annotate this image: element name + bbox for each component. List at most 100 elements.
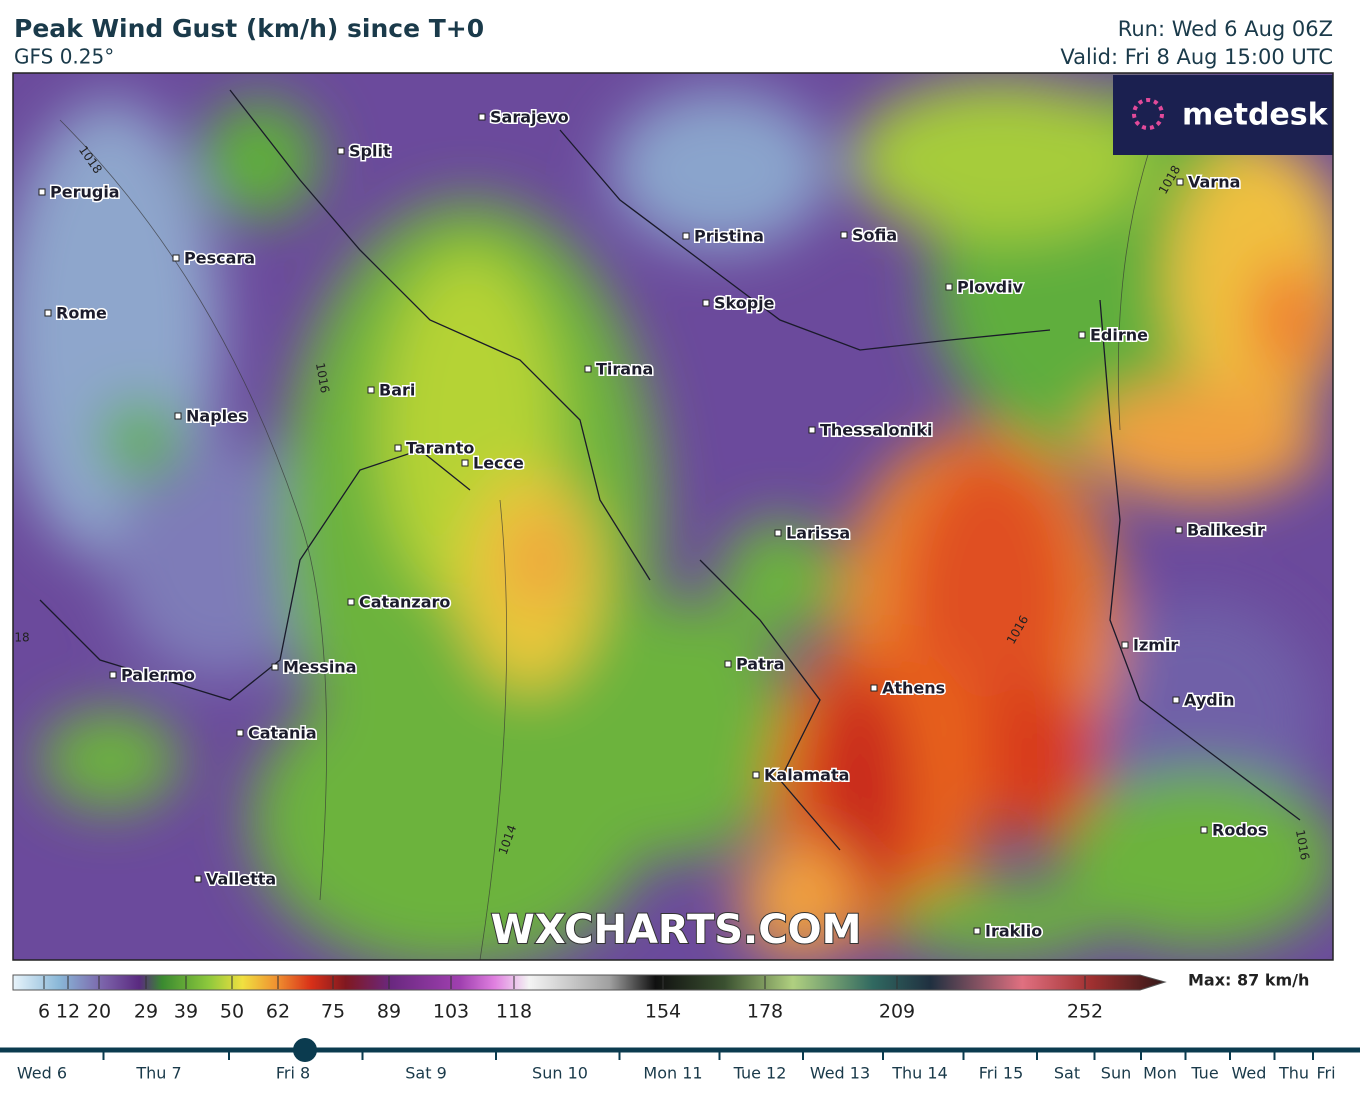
colorbar-tick-label: 6 (38, 1001, 50, 1023)
city-dot (724, 660, 732, 668)
city-dot (337, 147, 345, 155)
city-dot (1121, 641, 1129, 649)
timeline-day[interactable]: Thu (1278, 1064, 1309, 1083)
colorbar-tick-label: 89 (377, 1001, 401, 1023)
city-dot (478, 113, 486, 121)
city-label: Rome (56, 304, 107, 323)
valid: Valid: Fri 8 Aug 15:00 UTC (1060, 45, 1333, 69)
city-dot (194, 875, 202, 883)
city-dot (109, 671, 117, 679)
city-label: Sarajevo (490, 108, 569, 127)
city-dot (808, 426, 816, 434)
colorbar-tick-label: 12 (56, 1001, 80, 1023)
timeline-day[interactable]: Sun (1101, 1064, 1131, 1083)
city-dot (394, 444, 402, 452)
city-dot (367, 386, 375, 394)
timeline-day[interactable]: Tue (1190, 1064, 1218, 1083)
city-label: Aydin (1184, 691, 1235, 710)
timeline-day[interactable]: Fri 8 (276, 1064, 310, 1083)
title: Peak Wind Gust (km/h) since T+0 (14, 14, 484, 43)
timeline-day[interactable]: Mon 11 (643, 1064, 702, 1083)
city-label: Rodos (1212, 821, 1267, 840)
city-label: Kalamata (764, 766, 849, 785)
max-label: Max: 87 km/h (1188, 971, 1309, 990)
city-dot (347, 598, 355, 606)
city-dot (172, 254, 180, 262)
city-label: Perugia (50, 183, 120, 202)
colorbar-tick-label: 252 (1067, 1001, 1103, 1023)
city-dot (973, 927, 981, 935)
run: Run: Wed 6 Aug 06Z (1118, 17, 1333, 41)
city-label: Iraklio (985, 922, 1042, 941)
colorbar (12, 974, 1167, 991)
timeline-days: Wed 6 Thu 7 Fri 8 Sat 9 Sun 10 Mon 11 Tue 12 We… (17, 1052, 1336, 1083)
city-dot (38, 188, 46, 196)
city-label: Valletta (206, 870, 276, 889)
colorbar-tick-label: 178 (747, 1001, 783, 1023)
timeline-day[interactable]: Sat (1054, 1064, 1080, 1083)
timeline-day[interactable]: Thu 7 (135, 1064, 181, 1083)
timeline-day[interactable]: Tue 12 (733, 1064, 787, 1083)
timeline-day[interactable]: Fri (1316, 1064, 1335, 1083)
timeline-day[interactable]: Wed (1232, 1064, 1267, 1083)
city-label: Lecce (473, 454, 524, 473)
colorbar-tick-label: 29 (134, 1001, 158, 1023)
timeline-day[interactable]: Sun 10 (532, 1064, 588, 1083)
city-dot (584, 365, 592, 373)
city-label: Tirana (596, 360, 653, 379)
city-dot (271, 663, 279, 671)
city-label: Larissa (786, 524, 850, 543)
colorbar-tick-label: 209 (879, 1001, 915, 1023)
city-dot (945, 283, 953, 291)
isobar-label: 1016 (1293, 829, 1312, 862)
isobar-label: 1016 (313, 362, 332, 395)
timeline-day[interactable]: Sat 9 (405, 1064, 447, 1083)
city-dot (774, 529, 782, 537)
timeline-day[interactable]: Thu 14 (891, 1064, 948, 1083)
colorbar-tick-label: 118 (496, 1001, 532, 1023)
city-label: Skopje (714, 294, 775, 313)
logo: metdesk (1182, 98, 1329, 133)
city-label: Pescara (184, 249, 255, 268)
timeline-day[interactable]: Mon (1143, 1064, 1177, 1083)
map: metdesk WXCHARTS.COM Sarajevo Split Perugi… (13, 73, 1333, 960)
city-label: Catania (248, 724, 317, 743)
city-dot (840, 231, 848, 239)
city-dot (702, 299, 710, 307)
city-dot (682, 232, 690, 240)
city-label: Balikesir (1187, 521, 1265, 540)
isobar-label: 18 (14, 631, 29, 645)
colorbar-tick-label: 62 (266, 1001, 290, 1023)
city-label: Pristina (694, 227, 764, 246)
city-label: Sofia (852, 226, 897, 245)
city-labels: Sarajevo Split Perugia Pescara Rome Bari Naple… (38, 106, 1269, 942)
timeline-day[interactable]: Fri 15 (979, 1064, 1024, 1083)
colorbar-tick-label: 20 (87, 1001, 111, 1023)
city-dot (1176, 178, 1184, 186)
colorbar-tick-label: 50 (220, 1001, 244, 1023)
colorbar-tick-label: 154 (645, 1001, 681, 1023)
city-label: Bari (379, 381, 415, 400)
city-dot (44, 309, 52, 317)
city-label: Messina (283, 658, 357, 677)
timeline-knob[interactable] (293, 1038, 317, 1062)
city-dot (1172, 696, 1180, 704)
city-dot (236, 729, 244, 737)
city-label: Taranto (406, 439, 474, 458)
model: GFS 0.25° (14, 45, 114, 69)
city-dot (174, 412, 182, 420)
colorbar-ticks: 6 12 20 29 39 50 62 75 89 103 118 154 178 209 252 (38, 976, 1103, 1023)
city-label: Plovdiv (957, 278, 1024, 297)
city-dot (870, 684, 878, 692)
colorbar-tick-label: 75 (321, 1001, 345, 1023)
city-label: Izmir (1133, 636, 1178, 655)
city-dot (1200, 826, 1208, 834)
timeline-day[interactable]: Wed 13 (810, 1064, 870, 1083)
city-label: Palermo (121, 666, 195, 685)
city-dot (752, 771, 760, 779)
city-label: Catanzaro (359, 593, 450, 612)
city-label: Athens (882, 679, 945, 698)
timeline-day[interactable]: Wed 6 (17, 1064, 67, 1083)
city-label: Varna (1188, 173, 1240, 192)
